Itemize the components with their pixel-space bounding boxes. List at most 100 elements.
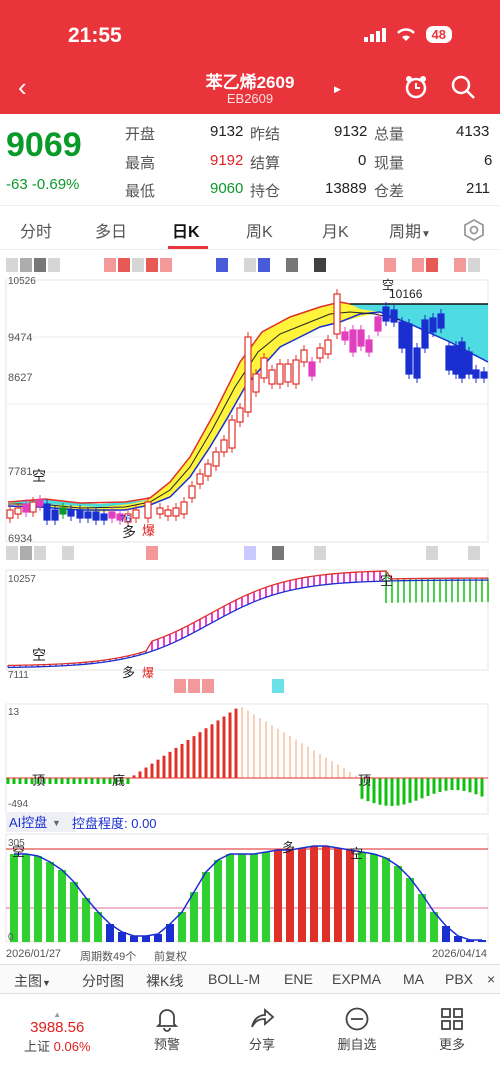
candle-body	[365, 339, 373, 353]
back-icon[interactable]: ‹	[18, 72, 27, 102]
quote-panel: 9069 -63 -0.69% 开盘 9132 昨结 9132 总量 4133 …	[0, 114, 500, 206]
search-icon[interactable]	[450, 74, 476, 100]
signal-block	[104, 258, 116, 272]
main-axis-2: 9474	[8, 332, 32, 344]
toolbar-main-chart[interactable]: 主图▼	[14, 971, 51, 991]
toolbar-intraday[interactable]: 分时图	[82, 973, 124, 989]
ai-control-label: AI控盘	[9, 815, 47, 830]
ai-axis-bottom: 0	[8, 932, 14, 943]
ai-bar	[442, 926, 450, 942]
index-ticker[interactable]: ▲ 3988.56 上证 0.06%	[24, 1010, 91, 1055]
burst-mark: 爆	[142, 523, 155, 538]
nav-remove-favorite[interactable]: 删自选	[327, 1004, 387, 1053]
ai-bar	[190, 892, 198, 942]
ai-bar	[478, 940, 486, 942]
toolbar-ene[interactable]: ENE	[284, 971, 313, 987]
signal-block	[468, 258, 480, 272]
index-name: 上证	[24, 1039, 51, 1054]
main-pane: 10526 9474 8627 7781 6934 10166 空 空 多 爆 …	[5, 276, 489, 545]
candle-body	[472, 369, 480, 379]
nav-share[interactable]: 分享	[232, 1004, 292, 1053]
tab-period-dropdown[interactable]: 周期▼	[389, 218, 431, 242]
ai-bar	[106, 924, 114, 942]
tab-monthly-k[interactable]: 月K	[322, 224, 349, 241]
toolbar-pbx[interactable]: PBX	[445, 971, 474, 987]
tab-weekly-k[interactable]: 周K	[246, 224, 273, 241]
nav-more[interactable]: 更多	[422, 1004, 482, 1053]
candle-body	[212, 451, 220, 467]
candle-body	[398, 321, 406, 349]
candle-body	[244, 336, 252, 413]
ai-bar	[238, 854, 246, 942]
candle-body	[316, 347, 324, 359]
prev-settle-label: 昨结	[250, 126, 281, 143]
candle-body	[349, 329, 357, 353]
dropdown-arrow-icon: ▼	[42, 978, 51, 988]
main-axis-bottom: 6934	[8, 533, 32, 545]
tab-intraday[interactable]: 分时	[20, 224, 53, 241]
ai-bar	[178, 912, 186, 942]
signal-block	[146, 546, 158, 560]
low-value: 9060	[210, 180, 244, 197]
period-start: 2026/01/27	[6, 948, 62, 960]
toolbar-ma[interactable]: MA	[403, 971, 424, 987]
signal-strip-middle	[6, 546, 480, 560]
ribbon-lower-line	[7, 579, 489, 669]
change-value: -63	[6, 176, 28, 193]
ai-bar	[454, 936, 462, 942]
current-volume-value: 6	[484, 152, 493, 169]
ai-bar	[334, 848, 342, 942]
next-contract-icon[interactable]: ▶	[334, 84, 341, 94]
ribbon-series	[7, 570, 489, 669]
ribbon-burst: 爆	[142, 666, 154, 680]
candle-body	[429, 317, 437, 333]
settings-hex-icon[interactable]	[462, 218, 486, 242]
nav-alert[interactable]: 预警	[137, 1004, 197, 1053]
tab-daily-k[interactable]: 日K	[172, 224, 200, 241]
kline-chart[interactable]: 10526 9474 8627 7781 6934 10166 空 空 多 爆 …	[0, 252, 500, 964]
signal-block	[272, 679, 284, 693]
signal-block	[244, 546, 256, 560]
toolbar-expma[interactable]: EXPMA	[332, 971, 382, 987]
high-value: 9192	[210, 152, 244, 169]
nav-remove-favorite-label: 删自选	[337, 1037, 377, 1052]
candle-body	[59, 507, 67, 515]
period-adjust[interactable]: 前复权	[154, 951, 187, 963]
osc-axis-top: 13	[8, 707, 20, 718]
candle-body	[405, 323, 413, 375]
alarm-clock-icon[interactable]	[403, 74, 429, 100]
osc-axis-bottom: -494	[8, 799, 28, 810]
signal-block	[244, 258, 256, 272]
ai-axis-top: 305	[8, 838, 25, 849]
signal-block	[468, 546, 480, 560]
signal-block	[314, 258, 326, 272]
candle-body	[36, 499, 44, 507]
ai-short-mark-left: 空	[12, 844, 25, 859]
candle-body	[124, 513, 132, 523]
oi-change-label: 仓差	[374, 183, 405, 200]
ai-bar	[466, 940, 474, 942]
contract-code: EB2609	[226, 91, 274, 106]
ribbon-short-left: 空	[32, 647, 46, 663]
ai-bar	[370, 854, 378, 942]
change-percent: -0.69%	[31, 176, 80, 193]
ribbon-upper-line	[7, 570, 489, 667]
long-mark: 多	[122, 524, 136, 540]
main-axis-top: 10526	[8, 276, 36, 287]
ai-bar	[298, 848, 306, 942]
candle-body	[180, 501, 188, 515]
ai-bar	[70, 882, 78, 942]
ribbon-long: 多	[122, 665, 135, 680]
toolbar-bare-k[interactable]: 裸K线	[146, 973, 184, 989]
ai-bar	[58, 870, 66, 942]
tab-multiday[interactable]: 多日	[95, 224, 128, 241]
candle-body	[144, 501, 152, 519]
candle-body	[458, 341, 466, 379]
signal-block	[454, 258, 466, 272]
ribbon-short-top: 空	[380, 573, 393, 588]
ai-bar	[346, 850, 354, 942]
ai-bar	[10, 854, 18, 942]
toolbar-boll-m[interactable]: BOLL-M	[208, 971, 261, 987]
ai-control-dropdown[interactable]	[6, 812, 76, 832]
toolbar-close-icon[interactable]: ×	[487, 971, 496, 987]
